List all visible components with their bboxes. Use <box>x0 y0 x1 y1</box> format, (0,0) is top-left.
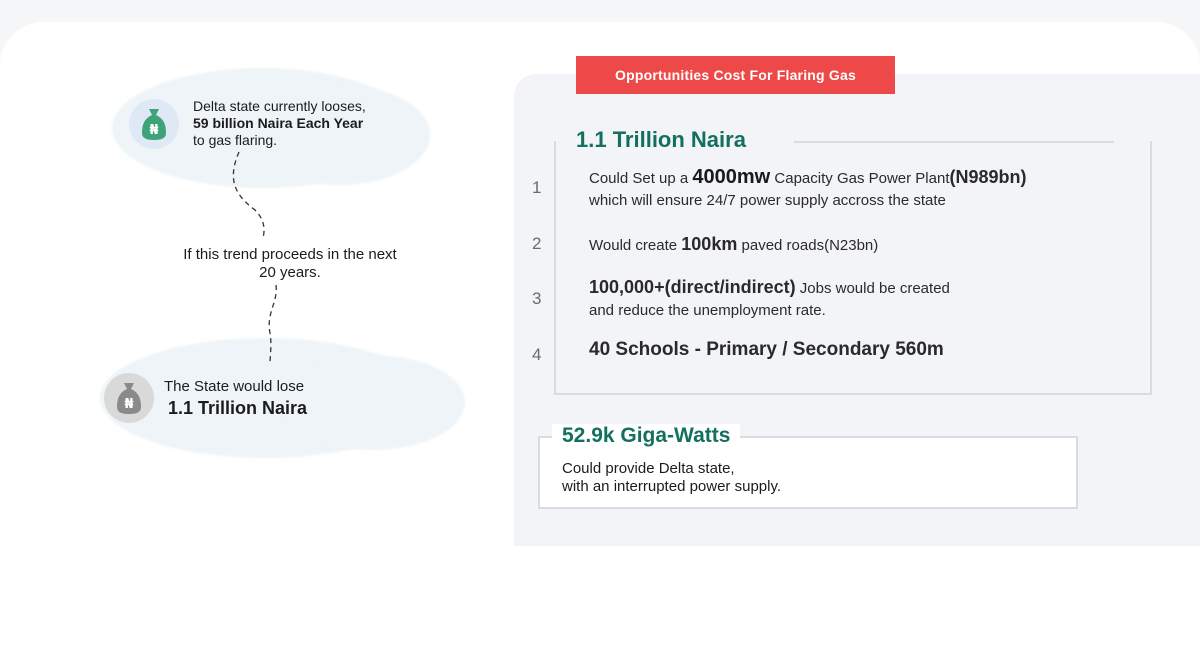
bottom-note-line1: The State would lose <box>164 378 305 395</box>
trillion-box-topline <box>794 141 1114 143</box>
dashed-connector-top <box>232 151 265 239</box>
section2-line1: Could provide Delta state, <box>562 460 735 477</box>
item-2-emph: 100km <box>681 234 738 254</box>
top-note-line3: to gas flaring. <box>193 132 278 148</box>
item-2: Would create 100km paved roads(N23bn) <box>589 233 878 257</box>
item-number-2: 2 <box>532 234 542 253</box>
cloud-top-2 <box>250 85 430 185</box>
item-4: 40 Schools - Primary / Secondary 560m <box>589 339 944 362</box>
bottom-note: The State would lose 1.1 Trillion Naira <box>164 377 307 418</box>
item-1-pre: Could Set up a <box>589 170 693 187</box>
item-number-1: 1 <box>532 178 542 197</box>
item-1-line2: which will ensure 24/7 power supply accr… <box>589 192 946 209</box>
bottom-note-line2: 1.1 Trillion Naira <box>168 398 308 418</box>
trillion-box-topline-end <box>1150 141 1152 143</box>
item-1: Could Set up a 4000mw Capacity Gas Power… <box>589 166 1027 212</box>
cloud-bottom-2 <box>280 355 465 450</box>
top-note-line1: Delta state currently looses, <box>193 98 366 114</box>
item-1-mid: Capacity Gas Power Plant <box>770 170 950 187</box>
middle-note-line1: If this trend proceeds in the next <box>183 246 397 263</box>
item-3-post: Jobs would be created <box>795 280 950 297</box>
section2-text: Could provide Delta state, with an inter… <box>562 460 781 496</box>
item-number-3: 3 <box>532 289 542 308</box>
section1-title: 1.1 Trillion Naira <box>566 127 758 153</box>
middle-note-line2: 20 years. <box>259 264 321 281</box>
item-1-emph: 4000mw <box>692 166 771 188</box>
item-2-post: paved roads(N23bn) <box>737 237 879 254</box>
opportunity-cost-tag: Opportunities Cost For Flaring Gas <box>576 56 895 94</box>
section2-line2: with an interrupted power supply. <box>562 478 782 495</box>
top-note: Delta state currently looses, 59 billion… <box>193 98 366 149</box>
svg-text:₦: ₦ <box>149 123 158 138</box>
item-3: 100,000+(direct/indirect) Jobs would be … <box>589 276 950 322</box>
section2-title: 52.9k Giga-Watts <box>552 424 741 448</box>
item-number-4: 4 <box>532 345 542 364</box>
middle-note: If this trend proceeds in the next 20 ye… <box>140 246 440 282</box>
top-note-line2: 59 billion Naira Each Year <box>193 115 364 131</box>
money-bag-icon-green: ₦ <box>129 99 179 149</box>
item-1-emph2: (N989bn) <box>949 167 1027 187</box>
svg-text:₦: ₦ <box>124 397 133 412</box>
item-3-emph: 100,000+(direct/indirect) <box>589 277 796 297</box>
item-3-line2: and reduce the unemployment rate. <box>589 302 826 319</box>
gigawatts-box <box>538 436 1078 509</box>
money-bag-icon-gray: ₦ <box>104 373 154 423</box>
item-2-pre: Would create <box>589 237 682 254</box>
dashed-connector-bottom <box>268 284 277 366</box>
trillion-box <box>554 141 1152 395</box>
item-4-emph: 40 Schools - Primary / Secondary 560m <box>589 339 944 360</box>
